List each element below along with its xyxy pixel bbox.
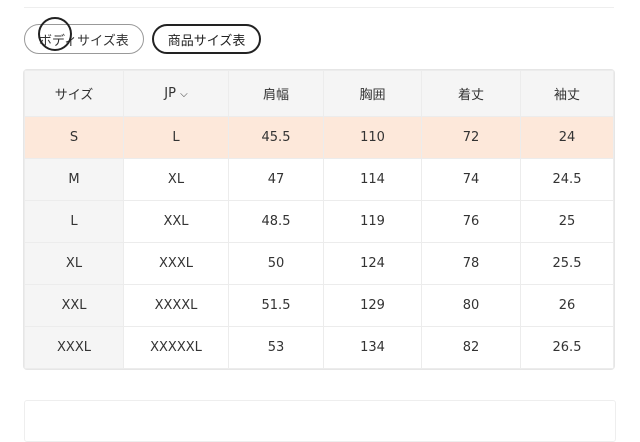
table-row: S L 45.5 110 72 24: [24, 116, 614, 159]
header-jp-dropdown[interactable]: JP ⌵: [123, 70, 229, 117]
table-cell: L: [24, 200, 124, 243]
table-cell: 53: [228, 326, 324, 369]
table-cell: XXXXXL: [123, 326, 229, 369]
table-row: XL XXXL 50 124 78 25.5: [24, 242, 614, 285]
table-row: L XXL 48.5 119 76 25: [24, 200, 614, 243]
table-cell: L: [123, 116, 229, 159]
table-cell: 119: [323, 200, 422, 243]
table-cell: 124: [323, 242, 422, 285]
table-cell: 110: [323, 116, 422, 159]
table-cell: 76: [421, 200, 521, 243]
table-cell: 80: [421, 284, 521, 327]
table-cell: 129: [323, 284, 422, 327]
table-cell: XXXL: [24, 326, 124, 369]
table-cell: XXL: [24, 284, 124, 327]
table-cell: XXXL: [123, 242, 229, 285]
table-row: M XL 47 114 74 24.5: [24, 158, 614, 201]
table-cell: 45.5: [228, 116, 324, 159]
table-cell: XXL: [123, 200, 229, 243]
table-cell: 82: [421, 326, 521, 369]
table-cell: M: [24, 158, 124, 201]
info-card: [24, 400, 616, 442]
table-cell: 72: [421, 116, 521, 159]
table-cell: XL: [123, 158, 229, 201]
table-cell: 51.5: [228, 284, 324, 327]
avatar-icon: [38, 17, 72, 51]
table-cell: 74: [421, 158, 521, 201]
table-cell: 50: [228, 242, 324, 285]
table-cell: XXXXL: [123, 284, 229, 327]
table-row: XXL XXXXL 51.5 129 80 26: [24, 284, 614, 327]
table-cell: 24: [520, 116, 614, 159]
header-sleeve: 袖丈: [520, 70, 614, 117]
divider: [24, 7, 614, 8]
table-cell: 48.5: [228, 200, 324, 243]
header-jp-label: JP: [164, 86, 176, 101]
table-cell: S: [24, 116, 124, 159]
size-table: サイズ JP ⌵ 肩幅 胸囲 着丈 袖丈 S L 45.5 110 72 24 M XL 47 1…: [24, 70, 614, 369]
table-cell: 114: [323, 158, 422, 201]
table-cell: 24.5: [520, 158, 614, 201]
table-cell: 25: [520, 200, 614, 243]
table-cell: 26: [520, 284, 614, 327]
table-cell: XL: [24, 242, 124, 285]
table-header-row: サイズ JP ⌵ 肩幅 胸囲 着丈 袖丈: [24, 70, 614, 117]
header-size: サイズ: [24, 70, 124, 117]
header-shoulder: 肩幅: [228, 70, 324, 117]
header-chest: 胸囲: [323, 70, 422, 117]
table-cell: 26.5: [520, 326, 614, 369]
table-cell: 25.5: [520, 242, 614, 285]
header-length: 着丈: [421, 70, 521, 117]
chevron-down-icon: ⌵: [180, 89, 188, 100]
table-cell: 78: [421, 242, 521, 285]
table-cell: 47: [228, 158, 324, 201]
tab-product-size[interactable]: 商品サイズ表: [151, 24, 262, 54]
table-cell: 134: [323, 326, 422, 369]
table-row: XXXL XXXXXL 53 134 82 26.5: [24, 326, 614, 369]
